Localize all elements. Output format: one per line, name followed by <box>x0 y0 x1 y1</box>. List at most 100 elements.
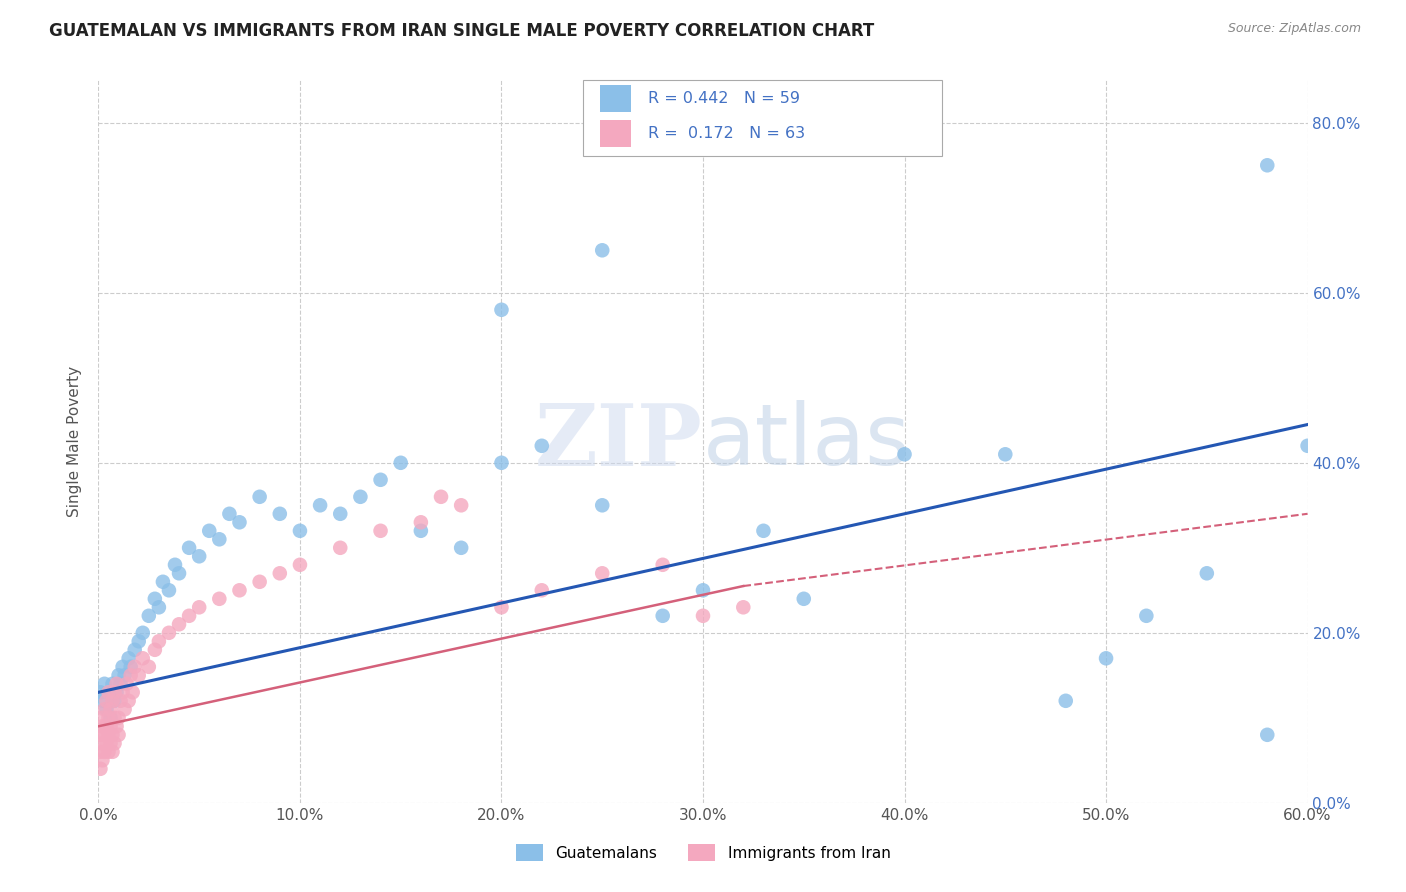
Point <box>349 490 371 504</box>
Point <box>163 558 186 572</box>
Point <box>100 719 122 733</box>
Point <box>288 524 311 538</box>
Point <box>530 583 553 598</box>
Point <box>101 694 124 708</box>
Point <box>91 694 114 708</box>
Point <box>188 549 211 564</box>
Point <box>120 660 142 674</box>
Point <box>893 447 915 461</box>
Point <box>309 498 332 512</box>
Point <box>91 719 114 733</box>
Point <box>1095 651 1118 665</box>
Point <box>157 625 180 640</box>
Point <box>103 711 125 725</box>
Point <box>430 490 453 504</box>
Point <box>249 490 271 504</box>
Point <box>1256 158 1278 172</box>
Point <box>96 702 118 716</box>
Point <box>89 762 111 776</box>
Text: GUATEMALAN VS IMMIGRANTS FROM IRAN SINGLE MALE POVERTY CORRELATION CHART: GUATEMALAN VS IMMIGRANTS FROM IRAN SINGL… <box>49 22 875 40</box>
Point <box>651 558 673 572</box>
Point <box>450 498 472 512</box>
Point <box>288 558 311 572</box>
Point <box>269 566 291 581</box>
Point <box>118 694 141 708</box>
Point <box>101 728 124 742</box>
Point <box>128 668 150 682</box>
Point <box>752 524 775 538</box>
Point <box>96 736 118 750</box>
Point <box>89 728 111 742</box>
Point <box>143 591 166 606</box>
Point <box>97 685 120 699</box>
Point <box>228 516 250 530</box>
Point <box>118 651 141 665</box>
Point <box>107 668 129 682</box>
Point <box>91 711 114 725</box>
Point <box>793 591 815 606</box>
Point <box>114 702 136 716</box>
Point <box>105 677 128 691</box>
Point <box>103 736 125 750</box>
Point <box>93 728 115 742</box>
Point <box>208 591 231 606</box>
Point <box>132 625 155 640</box>
Point <box>994 447 1017 461</box>
Point <box>100 736 122 750</box>
Point <box>198 524 221 538</box>
Point <box>93 745 115 759</box>
Legend: Guatemalans, Immigrants from Iran: Guatemalans, Immigrants from Iran <box>509 838 897 867</box>
Point <box>124 660 146 674</box>
Point <box>103 685 125 699</box>
Point <box>370 473 392 487</box>
Point <box>1054 694 1077 708</box>
Point <box>120 668 142 682</box>
Point <box>105 685 128 699</box>
Point <box>114 668 136 682</box>
Point <box>208 533 231 547</box>
Text: R = 0.442   N = 59: R = 0.442 N = 59 <box>648 91 800 106</box>
Point <box>591 566 613 581</box>
Point <box>329 507 352 521</box>
Point <box>89 745 111 759</box>
Point <box>97 728 120 742</box>
Text: atlas: atlas <box>703 400 911 483</box>
Point <box>107 728 129 742</box>
Point <box>651 608 673 623</box>
Point <box>167 566 190 581</box>
Point <box>409 516 432 530</box>
Point <box>1256 728 1278 742</box>
Point <box>148 634 170 648</box>
Point <box>218 507 240 521</box>
Point <box>491 600 513 615</box>
Point <box>179 608 201 623</box>
Point <box>491 302 513 317</box>
Point <box>111 660 134 674</box>
Point <box>97 711 120 725</box>
Point <box>370 524 392 538</box>
Point <box>1296 439 1319 453</box>
Point <box>692 608 714 623</box>
Point <box>103 694 125 708</box>
Point <box>591 244 613 258</box>
Point <box>110 694 132 708</box>
Point <box>101 745 124 759</box>
Point <box>100 702 122 716</box>
Point <box>115 677 138 691</box>
Point <box>91 753 114 767</box>
Point <box>96 719 118 733</box>
Point <box>91 736 114 750</box>
Point <box>124 642 146 657</box>
Point <box>530 439 553 453</box>
Point <box>89 685 111 699</box>
Point <box>329 541 352 555</box>
Point <box>269 507 291 521</box>
Point <box>733 600 755 615</box>
Point <box>1195 566 1218 581</box>
Point <box>105 719 128 733</box>
Point <box>93 702 115 716</box>
Point <box>93 677 115 691</box>
Point <box>138 608 160 623</box>
Point <box>97 745 120 759</box>
Point <box>96 694 118 708</box>
